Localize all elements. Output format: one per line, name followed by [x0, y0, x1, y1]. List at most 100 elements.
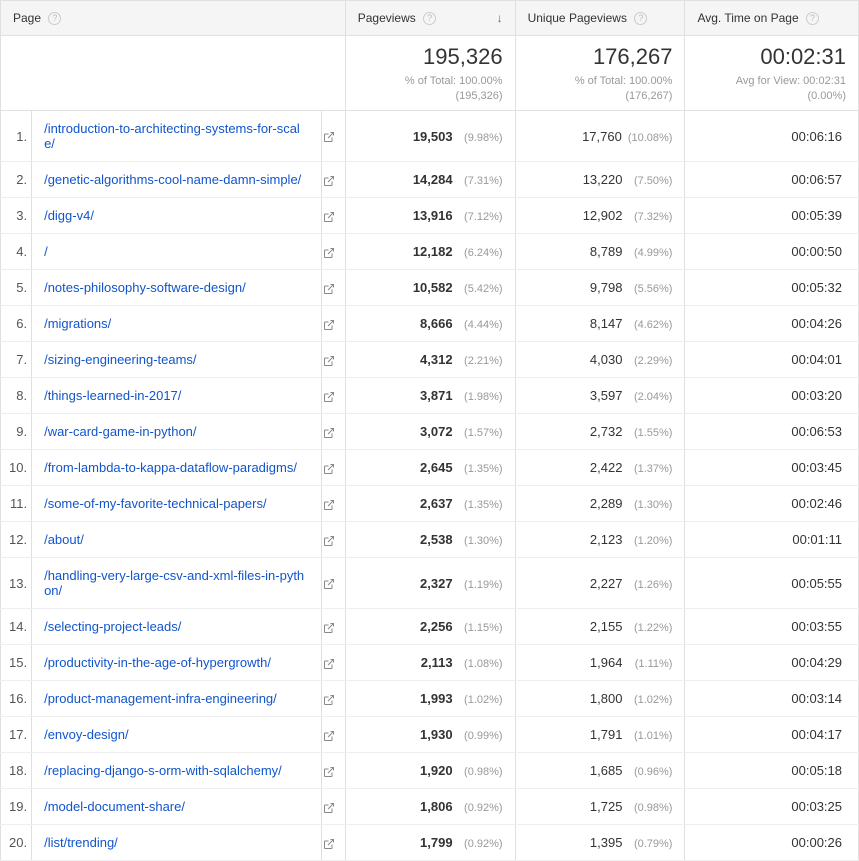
external-link-icon[interactable]	[323, 766, 335, 778]
external-link-icon[interactable]	[323, 131, 335, 143]
pageviews-percent: (1.15%)	[453, 622, 503, 634]
table-row[interactable]: 20./list/trending/1,799(0.92%)1,395(0.79…	[1, 825, 859, 861]
unique-pageviews-value: 9,798	[590, 280, 623, 295]
external-link-icon[interactable]	[323, 658, 335, 670]
pageviews-value: 3,871	[420, 388, 453, 403]
page-link[interactable]: /productivity-in-the-age-of-hypergrowth/	[44, 655, 271, 670]
table-row[interactable]: 13./handling-very-large-csv-and-xml-file…	[1, 558, 859, 609]
page-link[interactable]: /some-of-my-favorite-technical-papers/	[44, 496, 267, 511]
unique-pageviews-percent: (0.98%)	[622, 802, 672, 814]
table-row[interactable]: 10./from-lambda-to-kappa-dataflow-paradi…	[1, 450, 859, 486]
page-cell: /list/trending/	[32, 825, 322, 861]
unique-pageviews-percent: (1.11%)	[622, 658, 672, 670]
pageviews-value: 2,645	[420, 460, 453, 475]
row-index: 1.	[1, 111, 32, 162]
pageviews-percent: (1.08%)	[453, 658, 503, 670]
pageviews-cell: 4,312(2.21%)	[345, 342, 515, 378]
external-link-icon[interactable]	[323, 211, 335, 223]
page-link[interactable]: /product-management-infra-engineering/	[44, 691, 277, 706]
unique-pageviews-cell: 2,155(1.22%)	[515, 609, 685, 645]
column-header-avg-time[interactable]: Avg. Time on Page ?	[685, 1, 859, 36]
page-link[interactable]: /notes-philosophy-software-design/	[44, 280, 246, 295]
table-row[interactable]: 19./model-document-share/1,806(0.92%)1,7…	[1, 789, 859, 825]
page-link[interactable]: /list/trending/	[44, 835, 118, 850]
external-link-icon[interactable]	[323, 838, 335, 850]
external-link-icon[interactable]	[323, 427, 335, 439]
external-link-icon[interactable]	[323, 175, 335, 187]
page-link[interactable]: /about/	[44, 532, 84, 547]
page-link[interactable]: /model-document-share/	[44, 799, 185, 814]
external-link-icon[interactable]	[323, 578, 335, 590]
external-link-icon[interactable]	[323, 463, 335, 475]
table-row[interactable]: 17./envoy-design/1,930(0.99%)1,791(1.01%…	[1, 717, 859, 753]
table-row[interactable]: 18./replacing-django-s-orm-with-sqlalche…	[1, 753, 859, 789]
row-index: 17.	[1, 717, 32, 753]
table-row[interactable]: 14./selecting-project-leads/2,256(1.15%)…	[1, 609, 859, 645]
pageviews-cell: 1,799(0.92%)	[345, 825, 515, 861]
page-link[interactable]: /things-learned-in-2017/	[44, 388, 181, 403]
table-row[interactable]: 8./things-learned-in-2017/3,871(1.98%)3,…	[1, 378, 859, 414]
column-header-unique-pageviews[interactable]: Unique Pageviews ?	[515, 1, 685, 36]
open-link-cell	[321, 717, 345, 753]
external-link-icon[interactable]	[323, 283, 335, 295]
help-icon[interactable]: ?	[48, 12, 61, 25]
table-row[interactable]: 12./about/2,538(1.30%)2,123(1.20%)00:01:…	[1, 522, 859, 558]
external-link-icon[interactable]	[323, 355, 335, 367]
avg-time-cell: 00:04:17	[685, 717, 859, 753]
pageviews-cell: 12,182(6.24%)	[345, 234, 515, 270]
table-row[interactable]: 7./sizing-engineering-teams/4,312(2.21%)…	[1, 342, 859, 378]
help-icon[interactable]: ?	[423, 12, 436, 25]
page-link[interactable]: /digg-v4/	[44, 208, 94, 223]
table-row[interactable]: 2./genetic-algorithms-cool-name-damn-sim…	[1, 162, 859, 198]
unique-pageviews-value: 17,760	[582, 129, 622, 144]
table-row[interactable]: 5./notes-philosophy-software-design/10,5…	[1, 270, 859, 306]
pageviews-cell: 8,666(4.44%)	[345, 306, 515, 342]
column-header-pageviews[interactable]: Pageviews ? ↓	[345, 1, 515, 36]
row-index: 4.	[1, 234, 32, 270]
table-row[interactable]: 16./product-management-infra-engineering…	[1, 681, 859, 717]
avg-time-cell: 00:03:45	[685, 450, 859, 486]
external-link-icon[interactable]	[323, 535, 335, 547]
table-row[interactable]: 4./12,182(6.24%)8,789(4.99%)00:00:50	[1, 234, 859, 270]
page-link[interactable]: /introduction-to-architecting-systems-fo…	[44, 121, 300, 151]
table-row[interactable]: 1. /introduction-to-architecting-systems-…	[1, 111, 859, 162]
table-row[interactable]: 11./some-of-my-favorite-technical-papers…	[1, 486, 859, 522]
page-link[interactable]: /handling-very-large-csv-and-xml-files-i…	[44, 568, 304, 598]
unique-pageviews-value: 2,422	[590, 460, 623, 475]
unique-pageviews-value: 4,030	[590, 352, 623, 367]
row-index: 14.	[1, 609, 32, 645]
page-link[interactable]: /	[44, 244, 48, 259]
unique-pageviews-percent: (1.37%)	[622, 463, 672, 475]
table-row[interactable]: 6./migrations/8,666(4.44%)8,147(4.62%)00…	[1, 306, 859, 342]
external-link-icon[interactable]	[323, 499, 335, 511]
external-link-icon[interactable]	[323, 247, 335, 259]
pageviews-cell: 1,930(0.99%)	[345, 717, 515, 753]
table-row[interactable]: 9./war-card-game-in-python/3,072(1.57%)2…	[1, 414, 859, 450]
pageviews-cell: 19,503(9.98%)	[345, 111, 515, 162]
external-link-icon[interactable]	[323, 694, 335, 706]
page-cell: /migrations/	[32, 306, 322, 342]
help-icon[interactable]: ?	[634, 12, 647, 25]
pageviews-cell: 13,916(7.12%)	[345, 198, 515, 234]
page-link[interactable]: /from-lambda-to-kappa-dataflow-paradigms…	[44, 460, 297, 475]
page-link[interactable]: /envoy-design/	[44, 727, 129, 742]
table-row[interactable]: 3./digg-v4/13,916(7.12%)12,902(7.32%)00:…	[1, 198, 859, 234]
external-link-icon[interactable]	[323, 391, 335, 403]
page-link[interactable]: /war-card-game-in-python/	[44, 424, 196, 439]
external-link-icon[interactable]	[323, 319, 335, 331]
page-link[interactable]: /sizing-engineering-teams/	[44, 352, 196, 367]
column-header-page[interactable]: Page ?	[1, 1, 346, 36]
external-link-icon[interactable]	[323, 730, 335, 742]
page-link[interactable]: /migrations/	[44, 316, 111, 331]
external-link-icon[interactable]	[323, 802, 335, 814]
page-link[interactable]: /selecting-project-leads/	[44, 619, 181, 634]
analytics-table: Page ? Pageviews ? ↓ Unique Pageviews ? …	[0, 0, 859, 861]
page-link[interactable]: /replacing-django-s-orm-with-sqlalchemy/	[44, 763, 282, 778]
page-link[interactable]: /genetic-algorithms-cool-name-damn-simpl…	[44, 172, 301, 187]
help-icon[interactable]: ?	[806, 12, 819, 25]
open-link-cell	[321, 681, 345, 717]
summary-unique-pageviews: 176,267 % of Total: 100.00% (176,267)	[515, 36, 685, 111]
unique-pageviews-percent: (0.79%)	[622, 838, 672, 850]
table-row[interactable]: 15./productivity-in-the-age-of-hypergrow…	[1, 645, 859, 681]
external-link-icon[interactable]	[323, 622, 335, 634]
